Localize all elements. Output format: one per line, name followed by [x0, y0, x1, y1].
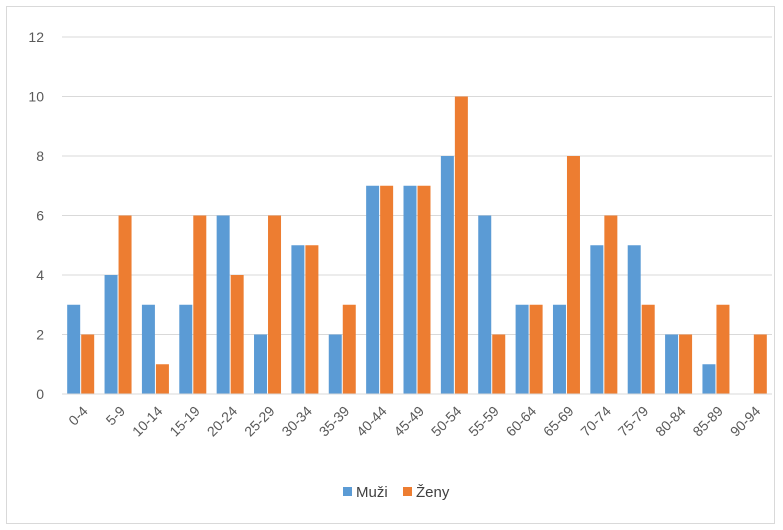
bar-zeny-75-79: [641, 304, 655, 394]
bar-muzi-70-74: [590, 245, 604, 394]
bar-zeny-65-69: [566, 156, 580, 394]
bar-muzi-0-4: [67, 304, 81, 394]
x-tick-label: 45-49: [390, 403, 427, 440]
bar-zeny-60-64: [529, 304, 543, 394]
bar-muzi-50-54: [440, 156, 454, 394]
legend-swatch-muzi: [343, 487, 352, 496]
x-tick-label: 20-24: [204, 403, 241, 440]
y-tick-label: 4: [36, 267, 44, 283]
bar-muzi-40-44: [366, 185, 380, 394]
x-tick-label: 10-14: [129, 403, 166, 440]
bar-muzi-20-24: [216, 215, 230, 394]
legend-label-zeny: Ženy: [416, 484, 450, 501]
bar-zeny-5-9: [118, 215, 132, 394]
bar-zeny-55-59: [492, 334, 506, 394]
bar-muzi-45-49: [403, 185, 417, 394]
bar-zeny-40-44: [380, 185, 394, 394]
bar-zeny-45-49: [417, 185, 431, 394]
bar-zeny-50-54: [454, 96, 468, 394]
bar-zeny-20-24: [230, 275, 244, 394]
legend-swatch-zeny: [403, 487, 412, 496]
y-tick-label: 6: [36, 208, 44, 224]
x-tick-label: 75-79: [615, 403, 652, 440]
x-tick-label: 50-54: [428, 403, 465, 440]
x-tick-label: 35-39: [316, 403, 353, 440]
bar-muzi-75-79: [627, 245, 641, 394]
bar-muzi-35-39: [328, 334, 342, 394]
bars: [67, 96, 767, 394]
x-tick-label: 5-9: [103, 403, 129, 429]
x-tick-label: 15-19: [166, 403, 203, 440]
x-tick-label: 25-29: [241, 403, 278, 440]
legend-label-muzi: Muži: [356, 484, 388, 501]
y-tick-label: 8: [36, 148, 44, 164]
bar-zeny-25-29: [268, 215, 282, 394]
gridlines: [62, 36, 772, 335]
bar-zeny-10-14: [155, 364, 169, 394]
y-axis-ticks: 0 2 4 6 8 10 12: [28, 29, 44, 402]
x-tick-label: 60-64: [503, 403, 540, 440]
bar-muzi-65-69: [552, 304, 566, 394]
y-tick-label: 12: [28, 29, 44, 45]
bar-zeny-30-34: [305, 245, 319, 394]
bar-muzi-55-59: [478, 215, 492, 394]
x-tick-label: 90-94: [727, 403, 764, 440]
bar-zeny-35-39: [342, 304, 356, 394]
bar-muzi-5-9: [104, 275, 118, 394]
bar-zeny-0-4: [81, 334, 95, 394]
bar-muzi-10-14: [141, 304, 155, 394]
x-tick-label: 70-74: [577, 403, 614, 440]
bar-muzi-25-29: [254, 334, 268, 394]
x-axis-ticks: 0-4 5-9 10-14 15-19 20-24 25-29 30-34 35-39 40-4…: [65, 403, 763, 440]
x-tick-label: 0-4: [65, 403, 91, 429]
bar-zeny-70-74: [604, 215, 618, 394]
legend: Muži Ženy: [343, 484, 450, 501]
y-tick-label: 2: [36, 327, 44, 343]
bar-zeny-15-19: [193, 215, 207, 394]
bar-muzi-15-19: [179, 304, 193, 394]
x-tick-label: 80-84: [652, 403, 689, 440]
y-tick-label: 10: [28, 89, 44, 105]
bar-zeny-90-94: [753, 334, 767, 394]
bar-muzi-80-84: [665, 334, 679, 394]
bar-muzi-30-34: [291, 245, 305, 394]
x-tick-label: 30-34: [278, 403, 315, 440]
x-tick-label: 65-69: [540, 403, 577, 440]
y-tick-label: 0: [36, 386, 44, 402]
x-tick-label: 40-44: [353, 403, 390, 440]
bar-muzi-85-89: [702, 364, 716, 394]
bar-zeny-85-89: [716, 304, 730, 394]
bar-zeny-80-84: [679, 334, 693, 394]
x-tick-label: 55-59: [465, 403, 502, 440]
x-tick-label: 85-89: [689, 403, 726, 440]
bar-muzi-60-64: [515, 304, 529, 394]
